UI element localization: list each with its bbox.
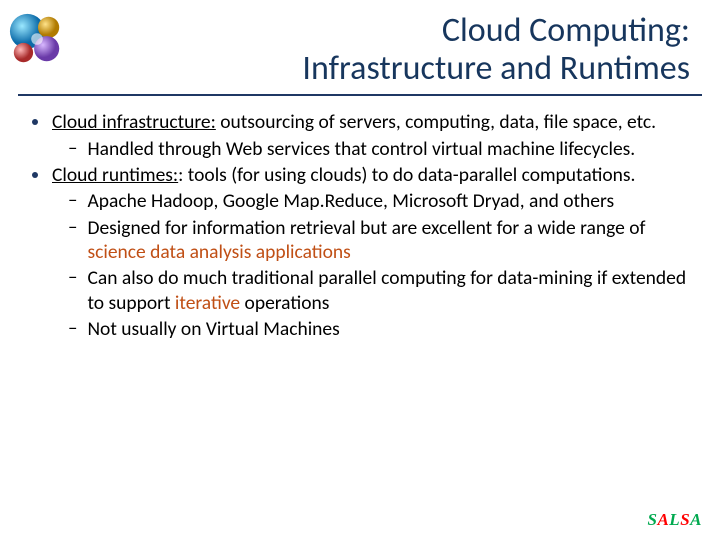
bullet-rest: outsourcing of servers, computing, data,… bbox=[216, 110, 656, 134]
sub-pre: Designed for information retrieval but a… bbox=[87, 216, 645, 240]
underlined-lead: Cloud runtimes: bbox=[52, 163, 178, 187]
sub-bullet-item: – Not usually on Virtual Machines bbox=[68, 317, 700, 341]
footer-letter: S bbox=[647, 510, 657, 529]
bullet-text: Cloud runtimes:: tools (for using clouds… bbox=[52, 163, 700, 187]
highlight-text: iterative bbox=[175, 291, 240, 315]
footer-letter: A bbox=[657, 510, 669, 529]
sub-bullet-item: – Can also do much traditional parallel … bbox=[68, 266, 700, 315]
dash-icon: – bbox=[68, 189, 77, 213]
bullet-rest: tools (for using clouds) to do data-para… bbox=[183, 163, 635, 187]
dash-icon: – bbox=[68, 137, 77, 161]
bullet-text: Cloud infrastructure: outsourcing of ser… bbox=[52, 110, 700, 134]
bullet-item: Cloud runtimes:: tools (for using clouds… bbox=[32, 163, 700, 187]
dash-icon: – bbox=[68, 317, 77, 341]
sub-post: operations bbox=[240, 291, 329, 315]
sub-bullet-text: Apache Hadoop, Google Map.Reduce, Micros… bbox=[87, 189, 700, 213]
slide-title: Cloud Computing: Infrastructure and Runt… bbox=[0, 0, 720, 92]
sub-bullet-text: Handled through Web services that contro… bbox=[87, 137, 700, 161]
footer-letter: S bbox=[680, 510, 690, 529]
footer-salsa-logo: SALSA bbox=[647, 510, 702, 530]
title-line2: Infrastructure and Runtimes bbox=[302, 48, 690, 89]
title-line1: Cloud Computing: bbox=[442, 10, 690, 51]
sub-bullet-item: – Apache Hadoop, Google Map.Reduce, Micr… bbox=[68, 189, 700, 213]
sub-bullet-text: Can also do much traditional parallel co… bbox=[87, 266, 700, 315]
sub-bullet-text: Not usually on Virtual Machines bbox=[87, 317, 700, 341]
dash-icon: – bbox=[68, 266, 77, 315]
bullet-dot-icon bbox=[32, 119, 38, 125]
underlined-lead: Cloud infrastructure: bbox=[52, 110, 216, 134]
slide-body: Cloud infrastructure: outsourcing of ser… bbox=[0, 96, 720, 341]
corner-logo-icon bbox=[8, 10, 66, 68]
bullet-item: Cloud infrastructure: outsourcing of ser… bbox=[32, 110, 700, 134]
footer-letter: L bbox=[669, 510, 680, 529]
sub-bullet-item: – Designed for information retrieval but… bbox=[68, 216, 700, 265]
highlight-text: science data analysis applications bbox=[87, 240, 350, 264]
sub-bullet-item: – Handled through Web services that cont… bbox=[68, 137, 700, 161]
footer-letter: A bbox=[690, 510, 702, 529]
bullet-dot-icon bbox=[32, 172, 38, 178]
sub-bullet-text: Designed for information retrieval but a… bbox=[87, 216, 700, 265]
dash-icon: – bbox=[68, 216, 77, 265]
